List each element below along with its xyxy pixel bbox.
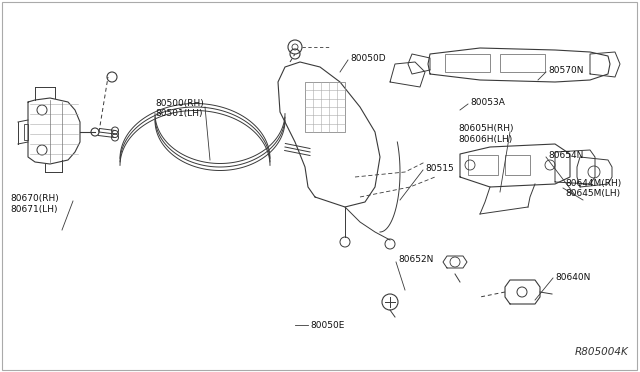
Text: 80515: 80515 [425,164,454,173]
Text: 80500(RH): 80500(RH) [155,99,204,108]
Bar [500,54,545,72]
Text: 80652N: 80652N [398,256,433,264]
Bar [468,155,498,175]
Text: R805004K: R805004K [574,347,628,357]
Text: 80501(LH): 80501(LH) [155,109,202,118]
Text: 80645M(LH): 80645M(LH) [565,189,620,198]
Text: 80671(LH): 80671(LH) [10,205,58,214]
Text: 80670(RH): 80670(RH) [10,193,59,202]
Text: 80050E: 80050E [310,321,344,330]
Bar [445,54,490,72]
Text: 80606H(LH): 80606H(LH) [458,135,512,144]
Text: 80644M(RH): 80644M(RH) [565,179,621,187]
Text: 80640N: 80640N [555,273,590,282]
Bar [505,155,530,175]
Text: 80050D: 80050D [350,54,386,62]
Text: 80654N: 80654N [548,151,584,160]
Bar [24,124,28,140]
Text: 80053A: 80053A [470,97,505,106]
Bar [305,82,345,132]
Text: 80605H(RH): 80605H(RH) [458,124,513,132]
Text: 80570N: 80570N [548,65,584,74]
